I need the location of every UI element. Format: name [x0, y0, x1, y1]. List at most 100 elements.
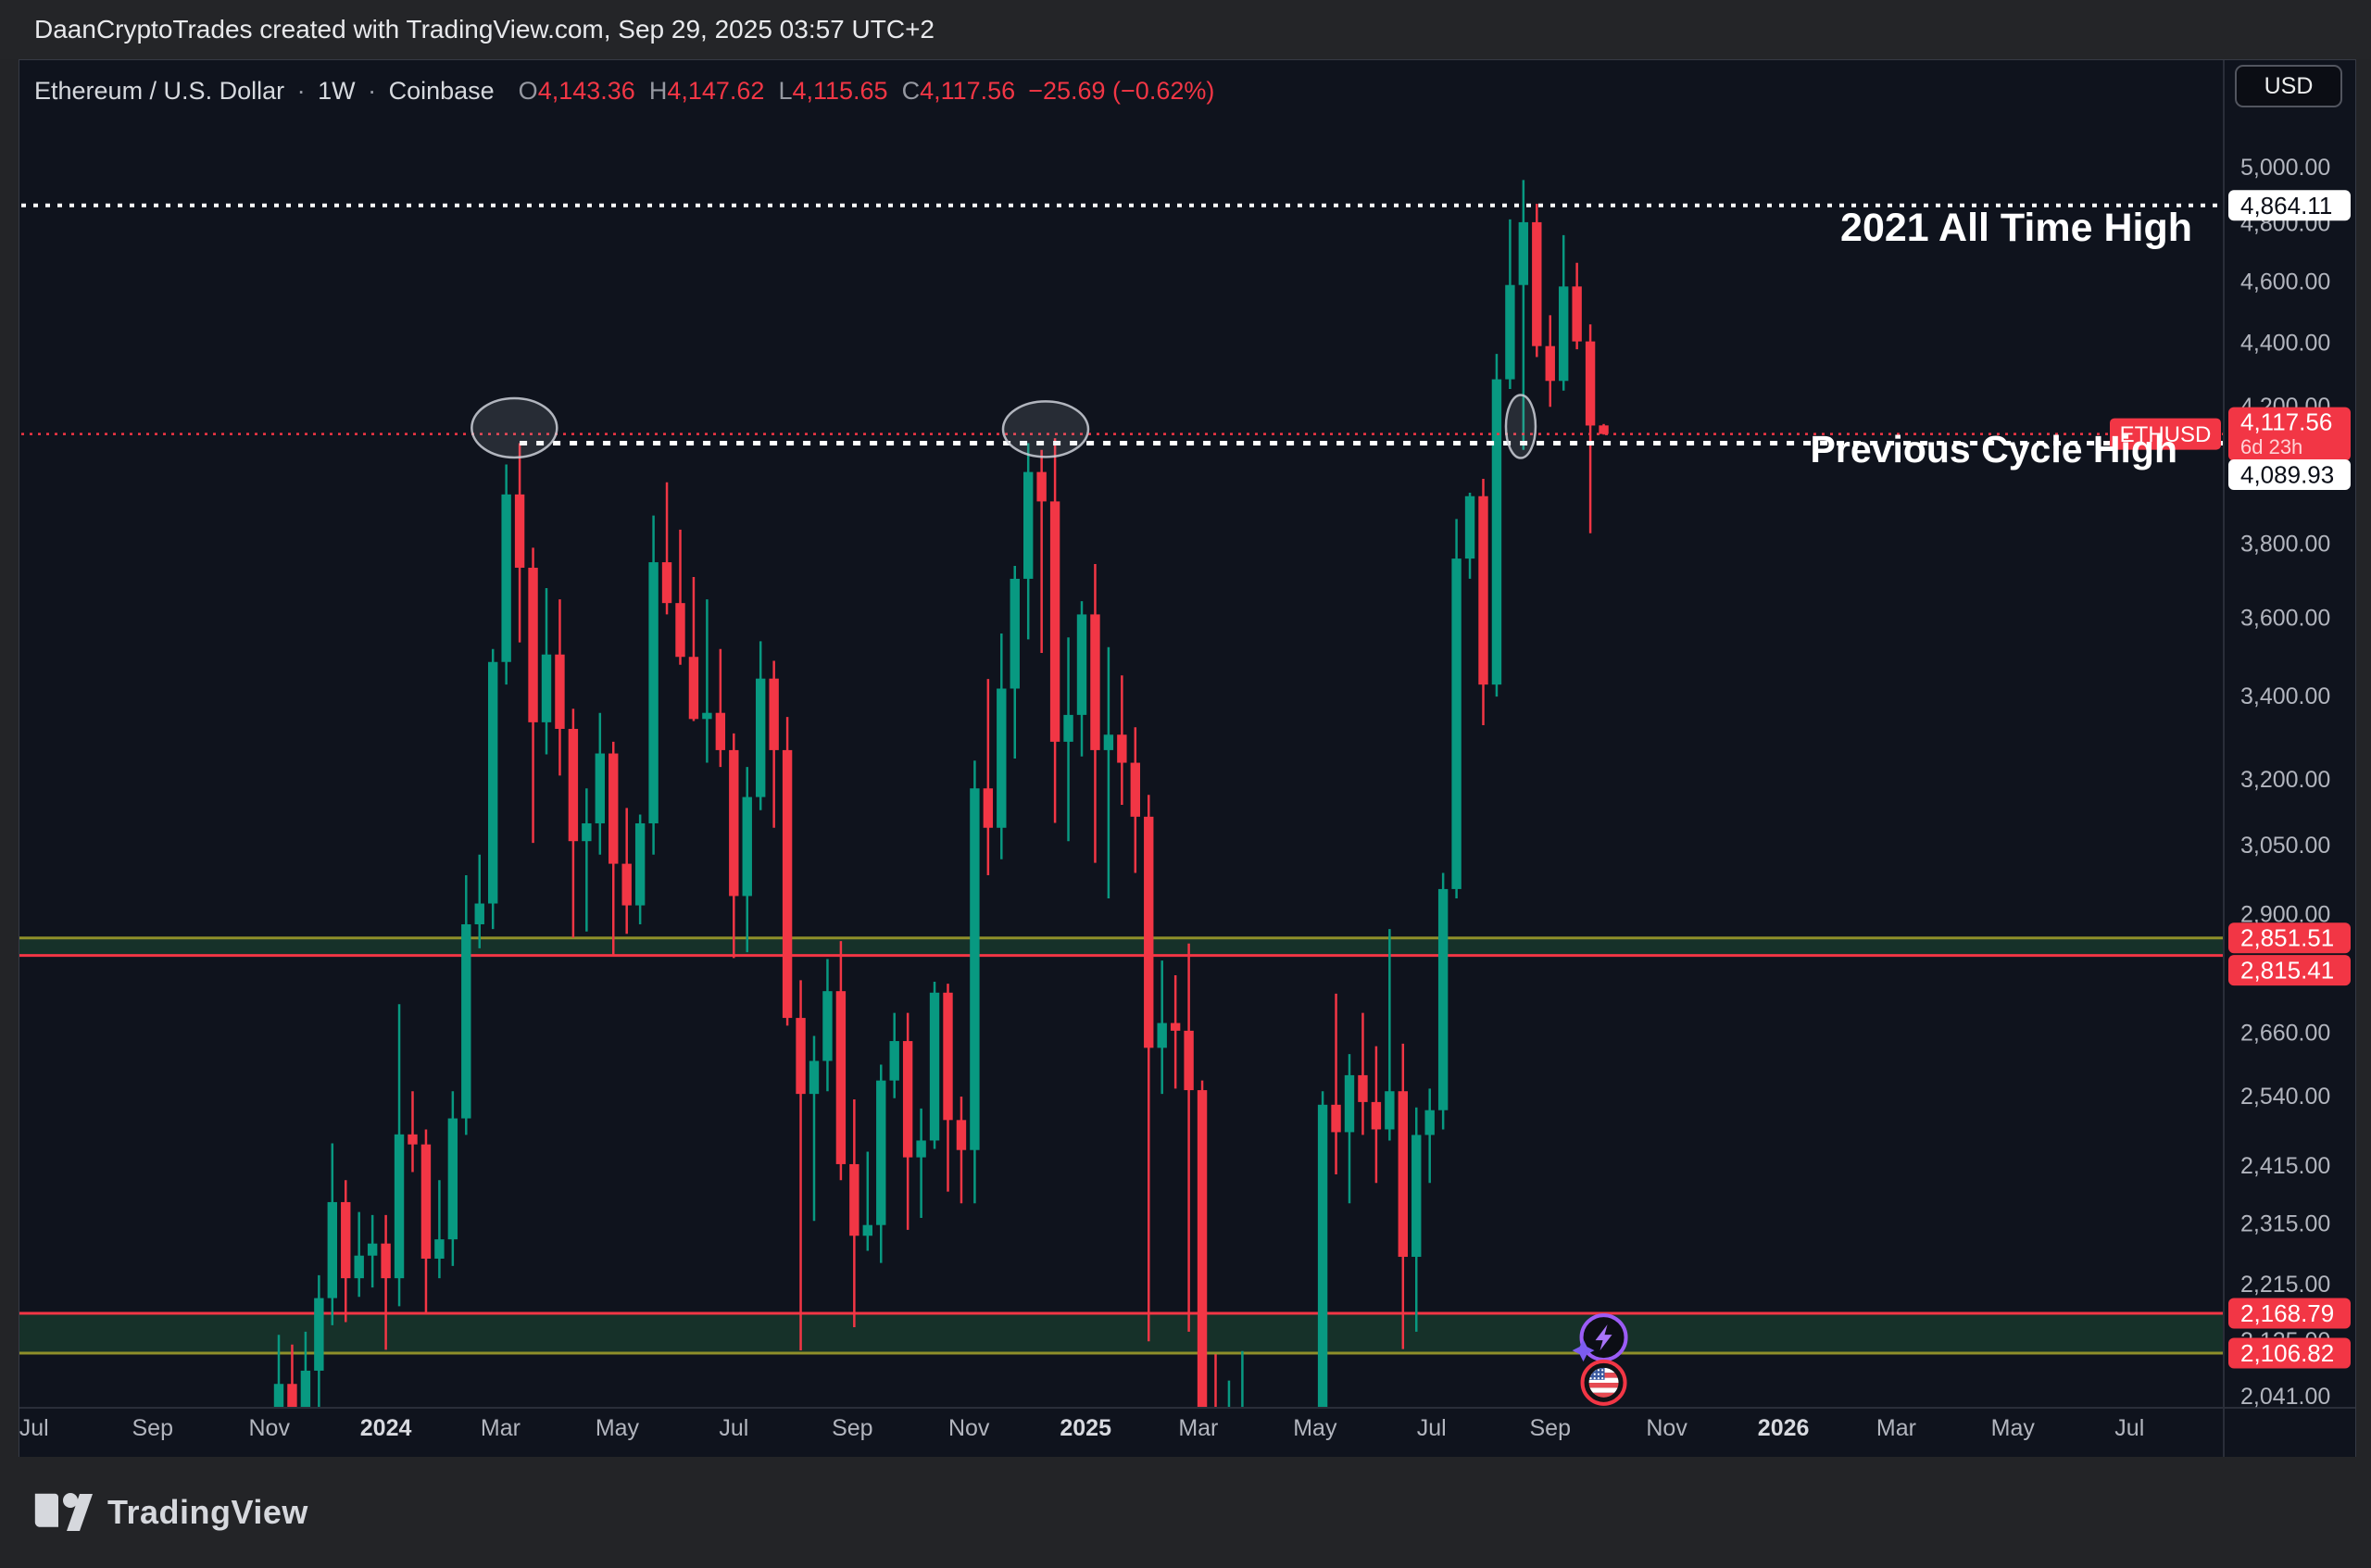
candle[interactable] [341, 1180, 351, 1323]
candle[interactable] [648, 515, 659, 855]
candle[interactable] [1385, 929, 1395, 1141]
candle[interactable] [408, 1091, 418, 1173]
candle[interactable] [822, 959, 833, 1092]
candle[interactable] [514, 443, 525, 643]
candle[interactable] [1344, 1054, 1355, 1204]
candle[interactable] [729, 733, 739, 959]
candle[interactable] [1184, 943, 1194, 1332]
candle[interactable] [287, 1344, 297, 1458]
candle[interactable] [688, 576, 699, 721]
candle[interactable] [1411, 1107, 1422, 1332]
candle[interactable] [1103, 646, 1114, 898]
candle[interactable] [568, 709, 579, 938]
candle[interactable] [447, 1091, 458, 1266]
candle[interactable] [595, 712, 605, 855]
candle[interactable] [929, 981, 940, 1149]
candle[interactable] [528, 547, 538, 844]
symbol-title[interactable]: Ethereum / U.S. Dollar [34, 77, 285, 105]
resistance-zone[interactable] [19, 936, 2224, 958]
circle-dec-2024-high[interactable] [1001, 400, 1090, 458]
candle[interactable] [634, 814, 646, 924]
candle[interactable] [1398, 1043, 1408, 1349]
candle[interactable] [1090, 564, 1100, 863]
pch-annotation[interactable]: Previous Cycle High [1810, 428, 2177, 470]
candle[interactable] [835, 941, 847, 1181]
candle[interactable] [1063, 637, 1073, 842]
candle[interactable] [354, 1211, 364, 1298]
candle[interactable] [1331, 993, 1341, 1175]
candle[interactable] [943, 984, 953, 1192]
candle[interactable] [796, 980, 806, 1351]
candle[interactable] [608, 741, 619, 956]
currency-toggle-button[interactable]: USD [2235, 65, 2342, 107]
interval-label[interactable]: 1W [318, 77, 356, 105]
candle[interactable] [1211, 1354, 1220, 1458]
candle[interactable] [769, 660, 779, 828]
candle[interactable] [1117, 675, 1127, 806]
candle[interactable] [367, 1214, 378, 1288]
candle[interactable] [1599, 423, 1609, 435]
candle[interactable] [1518, 180, 1529, 450]
candle[interactable] [394, 1004, 405, 1307]
plot-area[interactable] [19, 180, 2224, 1458]
candle[interactable] [1371, 1046, 1382, 1184]
candle[interactable] [1491, 354, 1502, 697]
candle[interactable] [434, 1180, 445, 1279]
candle[interactable] [1130, 727, 1140, 873]
time-axis[interactable]: Jul Sep Nov 2024 Mar May Jul Sep Nov 2025 Mar May Ju… [19, 1415, 2144, 1441]
candle[interactable] [956, 1097, 967, 1204]
circle-mar-2024-high[interactable] [470, 396, 558, 459]
circle-aug-2025-retest[interactable] [1504, 394, 1537, 459]
candle[interactable] [1317, 1091, 1328, 1458]
candle[interactable] [916, 1108, 926, 1219]
price-axis[interactable]: 5,000.004,800.004,600.004,400.004,200.00… [2240, 155, 2330, 1410]
symbol-legend[interactable]: Ethereum / U.S. Dollar · 1W · Coinbase O4… [34, 77, 1215, 105]
candle[interactable] [555, 599, 565, 776]
candle[interactable] [488, 648, 498, 930]
candle[interactable] [381, 1214, 391, 1350]
candle[interactable] [1170, 974, 1181, 1089]
candle[interactable] [997, 633, 1007, 859]
candle[interactable] [889, 1012, 899, 1098]
candle[interactable] [756, 641, 766, 810]
support-zone[interactable] [19, 1311, 2224, 1355]
candle[interactable] [314, 1274, 324, 1411]
candle[interactable] [902, 1012, 913, 1230]
candle[interactable] [582, 788, 592, 932]
candle[interactable] [273, 1335, 284, 1458]
candle[interactable] [1237, 1350, 1247, 1458]
candle[interactable] [1505, 219, 1515, 389]
candle[interactable] [420, 1129, 432, 1314]
us-flag-event-icon[interactable] [1580, 1359, 1627, 1406]
candle[interactable] [970, 760, 980, 1204]
candle[interactable] [300, 1331, 311, 1458]
candle[interactable] [1157, 960, 1167, 1095]
candle[interactable] [715, 648, 726, 768]
candle[interactable] [1478, 479, 1488, 725]
tradingview-logo[interactable]: TradingView [33, 1492, 308, 1533]
candle[interactable] [1572, 262, 1582, 350]
candle[interactable] [1010, 566, 1020, 759]
exchange-label[interactable]: Coinbase [388, 77, 495, 105]
candle[interactable] [809, 1035, 820, 1222]
candle[interactable] [461, 874, 471, 1135]
candle[interactable] [1464, 492, 1475, 579]
candle[interactable] [474, 854, 484, 948]
candle[interactable] [983, 679, 994, 875]
candle[interactable] [742, 767, 752, 953]
candle[interactable] [1437, 872, 1449, 1130]
candle[interactable] [621, 808, 632, 935]
candle[interactable] [1424, 1088, 1435, 1184]
candle[interactable] [782, 717, 793, 1026]
candle[interactable] [1251, 1407, 1261, 1458]
candle[interactable] [1224, 1380, 1234, 1458]
candle[interactable] [1023, 443, 1034, 640]
candle[interactable] [1358, 1012, 1368, 1135]
candle[interactable] [1049, 438, 1060, 823]
candle[interactable] [1585, 324, 1596, 533]
candle[interactable] [327, 1143, 337, 1325]
candle[interactable] [1559, 234, 1569, 391]
candle[interactable] [1197, 1080, 1208, 1458]
candle[interactable] [661, 482, 672, 615]
candle[interactable] [1545, 315, 1555, 408]
